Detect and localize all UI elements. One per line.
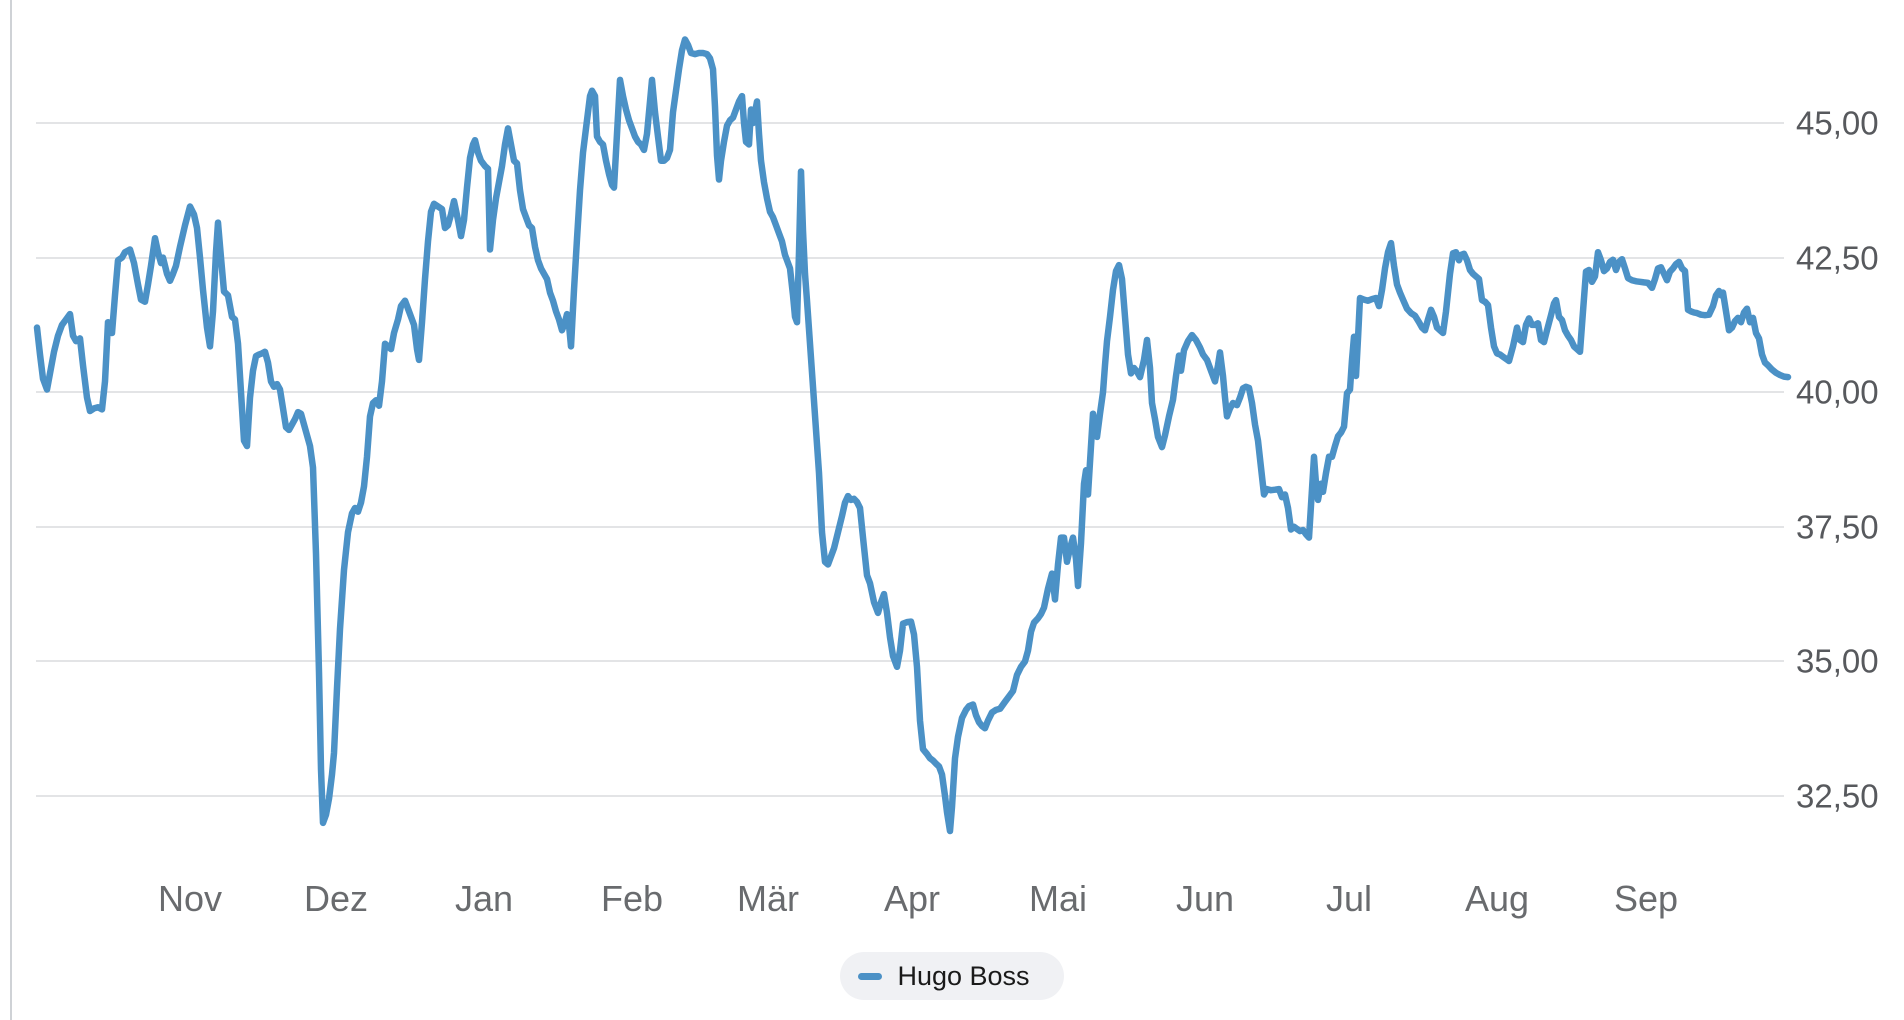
- legend-item-hugo-boss[interactable]: Hugo Boss: [840, 952, 1064, 1000]
- legend-label: Hugo Boss: [897, 960, 1030, 991]
- x-axis-label: Dez: [304, 878, 368, 919]
- series-line-icon: [858, 972, 883, 980]
- y-axis-label: 32,50: [1796, 778, 1879, 815]
- x-axis-label: Nov: [158, 878, 222, 919]
- y-axis-label: 40,00: [1796, 374, 1879, 411]
- x-axis-label: Jun: [1176, 878, 1234, 919]
- x-axis-label: Jul: [1326, 878, 1372, 919]
- plot-left-border: [10, 0, 12, 1020]
- y-axis-label: 42,50: [1796, 240, 1879, 277]
- x-axis-label: Jan: [455, 878, 513, 919]
- y-axis-label: 45,00: [1796, 105, 1879, 142]
- x-axis-label: Mai: [1029, 878, 1087, 919]
- y-axis-label: 35,00: [1796, 643, 1879, 680]
- y-axis-label: 37,50: [1796, 509, 1879, 546]
- x-axis-label: Apr: [884, 878, 940, 919]
- x-axis-label: Mär: [737, 878, 799, 919]
- chart-legend: Hugo Boss: [0, 952, 1904, 1000]
- x-axis-label: Aug: [1465, 878, 1529, 919]
- price-line: [33, 36, 1792, 835]
- x-axis-label: Feb: [601, 878, 663, 919]
- x-axis-label: Sep: [1614, 878, 1678, 919]
